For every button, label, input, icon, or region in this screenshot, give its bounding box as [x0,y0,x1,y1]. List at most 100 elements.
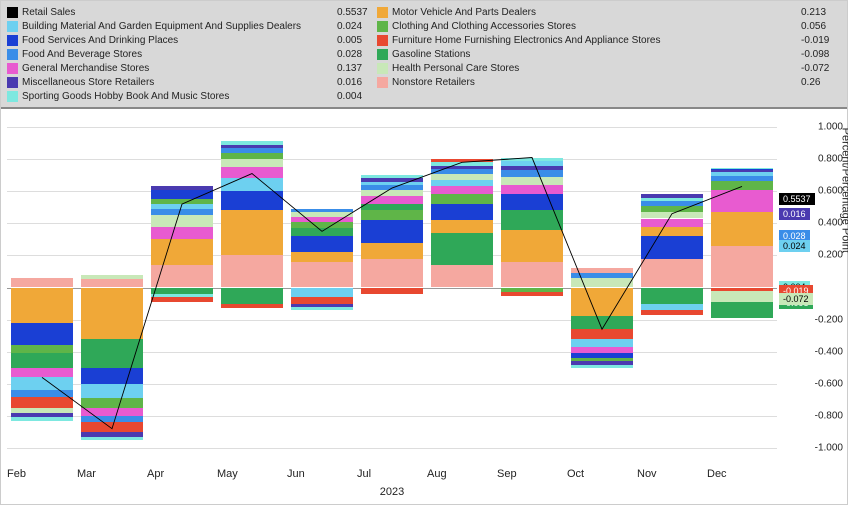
x-tick-label: Jul [357,468,427,480]
bar-segment [11,377,73,390]
x-tick-label: Sep [497,468,567,480]
bar-segment [151,204,213,209]
chart-container: Retail Sales0.5537Building Material And … [0,0,848,505]
legend-value: 0.024 [337,21,377,32]
x-tick-label: Oct [567,468,637,480]
bar-segment [571,268,633,273]
bar-segment [151,190,213,200]
bar-segment [81,275,143,280]
bar-segment [291,252,353,262]
legend-swatch [7,7,18,18]
bar-segment [11,288,73,323]
bar-segment [501,158,563,161]
bar-segment [431,159,493,162]
bar-segment [291,236,353,252]
legend-swatch [377,63,388,74]
bar-segment [711,302,773,318]
bar-segment [291,262,353,288]
legend-value: 0.213 [801,7,841,18]
x-tick-label: Aug [427,468,497,480]
bar-segment [11,417,73,420]
bar-segment [81,408,143,416]
bar-segment [431,174,493,180]
legend-swatch [377,21,388,32]
legend-label: Retail Sales [22,7,337,18]
bar-segment [151,227,213,240]
bar-segment [81,398,143,408]
y-tick-label: 0.600 [783,186,843,197]
y-tick-label: -0.200 [783,314,843,325]
legend-value: 0.005 [337,35,377,46]
bar-segment [501,161,563,166]
bar-segment [571,273,633,278]
legend-label: Furniture Home Furnishing Electronics An… [392,35,801,46]
legend-swatch [377,35,388,46]
bar-segment [501,166,563,171]
legend-item: Food And Beverage Stores0.028 [7,47,377,61]
month-column [567,111,637,464]
legend-label: Clothing And Clothing Accessories Stores [392,21,801,32]
bar-segment [81,437,143,440]
bar-segment [11,397,73,408]
bar-segment [501,210,563,229]
legend-value: 0.004 [337,91,377,102]
bar-segment [11,323,73,345]
bar-segment [291,307,353,310]
legend-value: 0.137 [337,63,377,74]
bar-segment [291,217,353,222]
bar-segment [431,180,493,186]
legend-swatch [7,77,18,88]
bar-segment [221,153,283,159]
bar-segment [361,210,423,220]
bar-segment [151,297,213,302]
bar-segment [501,194,563,210]
legend-col-left: Retail Sales0.5537Building Material And … [7,5,377,103]
bar-segment [81,368,143,384]
bar-segment [501,262,563,288]
bar-segment [151,265,213,287]
x-tick-label: May [217,468,287,480]
x-axis-title: 2023 [7,486,777,498]
bar-segment [431,220,493,233]
bar-segment [151,199,213,204]
bar-segment [361,288,423,294]
legend-label: Motor Vehicle And Parts Dealers [392,7,801,18]
bar-segment [221,210,283,255]
legend-swatch [7,49,18,60]
bar-segment [151,215,213,226]
legend-value: -0.072 [801,63,841,74]
legend-item: Nonstore Retailers0.26 [377,75,841,89]
month-column [497,111,567,464]
legend-swatch [377,49,388,60]
legend-value: 0.26 [801,77,841,88]
month-column [147,111,217,464]
bar-segment [711,176,773,180]
bar-segment [711,169,773,170]
bar-segment [711,291,773,303]
bar-segment [221,141,283,144]
legend-item: Miscellaneous Store Retailers0.016 [7,75,377,89]
x-tick-label: Dec [707,468,777,480]
bar-segment [431,162,493,165]
x-tick-label: Jun [287,468,357,480]
bar-segment [641,198,703,201]
bar-segment [11,353,73,367]
bar-segment [431,166,493,169]
bar-segment [501,230,563,262]
month-column [427,111,497,464]
bar-segment [641,259,703,288]
legend-item: Health Personal Care Stores-0.072 [377,61,841,75]
legend-value: 0.5537 [337,7,377,18]
month-column [357,111,427,464]
y-tick-label: -1.000 [783,442,843,453]
bar-segment [711,212,773,246]
legend-label: Food And Beverage Stores [22,49,337,60]
bar-segment [361,220,423,242]
bar-segment [81,422,143,432]
legend-label: Gasoline Stations [392,49,801,60]
legend-swatch [377,77,388,88]
y-tick-label: 1.000 [783,122,843,133]
plot-area [7,111,777,464]
month-column [217,111,287,464]
legend-item: Sporting Goods Hobby Book And Music Stor… [7,89,377,103]
